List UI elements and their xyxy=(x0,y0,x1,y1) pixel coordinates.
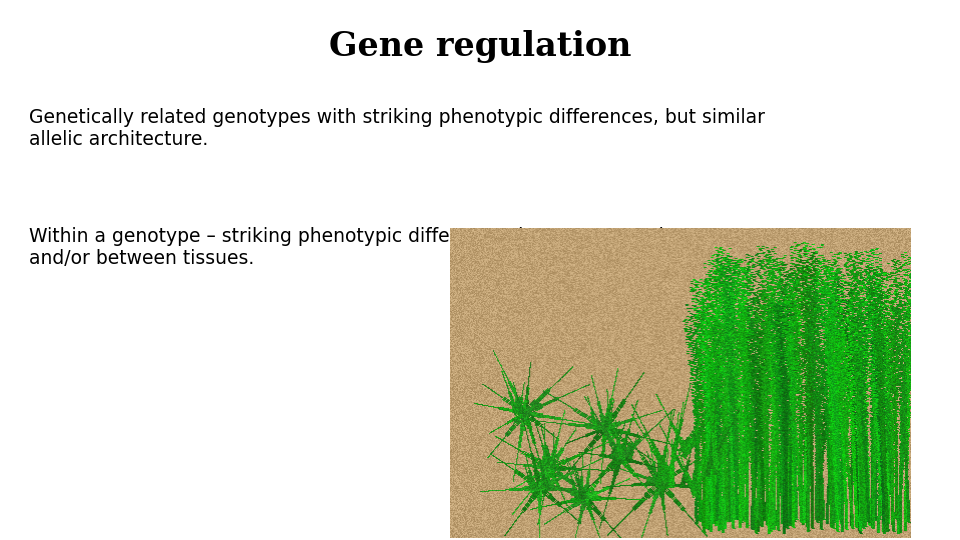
Text: Gene regulation: Gene regulation xyxy=(329,30,631,63)
Text: Within a genotype – striking phenotypic differences between growth stages
and/or: Within a genotype – striking phenotypic … xyxy=(29,227,738,268)
Text: Genetically related genotypes with striking phenotypic differences, but similar
: Genetically related genotypes with strik… xyxy=(29,108,765,149)
